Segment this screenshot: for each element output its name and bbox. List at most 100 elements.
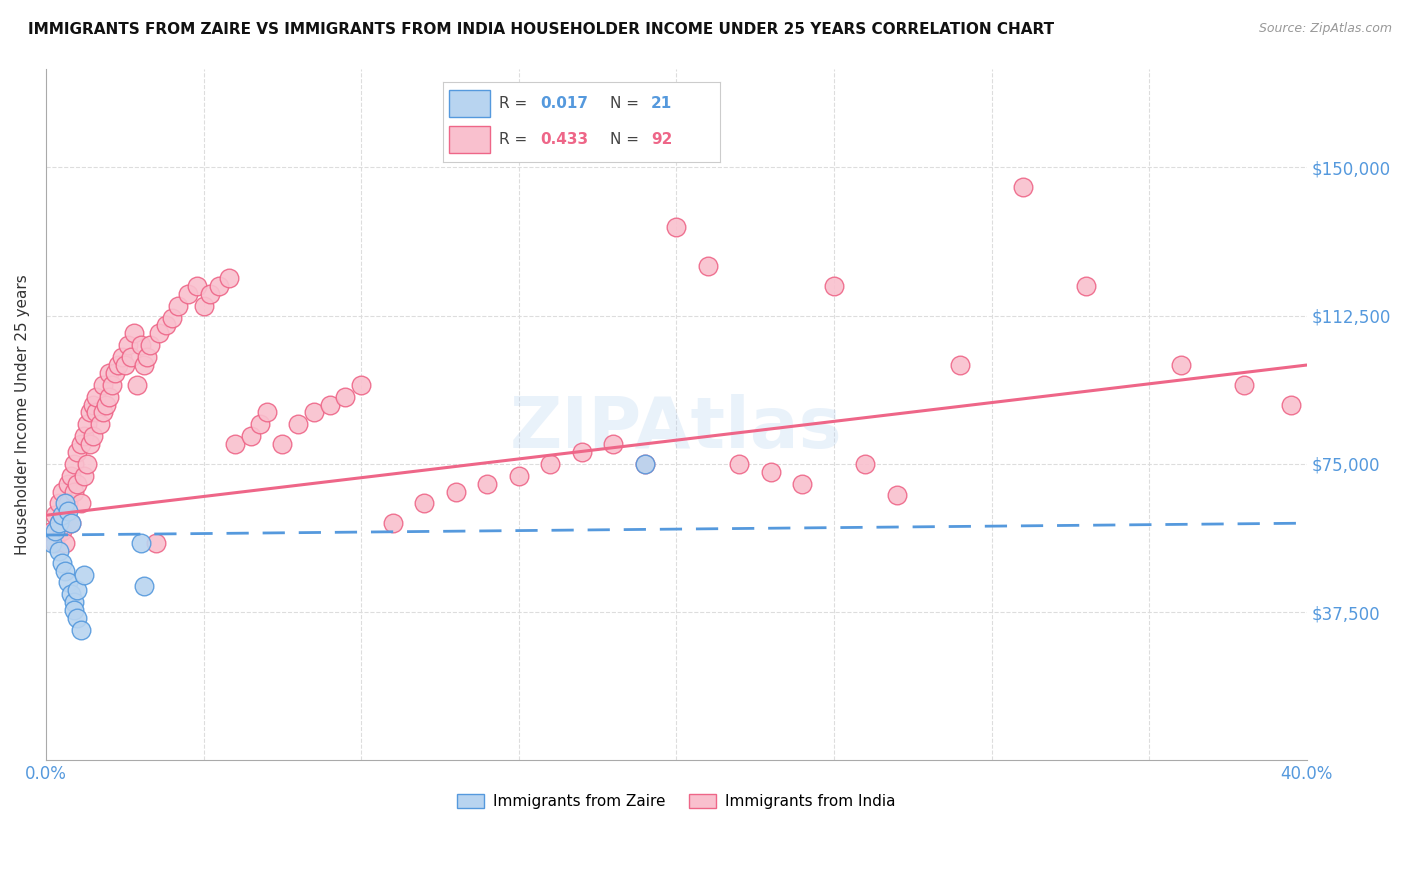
Point [44, 524, 66, 538]
Point [823, 279, 845, 293]
Point [114, 358, 136, 372]
Point [89, 417, 111, 432]
Point [350, 377, 373, 392]
Point [79, 437, 101, 451]
Point [66, 476, 89, 491]
Legend: Immigrants from Zaire, Immigrants from India: Immigrants from Zaire, Immigrants from I… [451, 788, 903, 815]
Point [91, 377, 114, 392]
Point [477, 476, 499, 491]
Point [665, 219, 688, 234]
Point [302, 405, 325, 419]
Point [135, 350, 157, 364]
Point [44, 508, 66, 523]
Point [792, 476, 814, 491]
Point [63, 595, 86, 609]
Point [82, 398, 104, 412]
Point [86, 405, 108, 419]
Point [73, 567, 96, 582]
Point [60, 587, 83, 601]
Point [51, 524, 73, 538]
Point [117, 338, 139, 352]
Point [271, 437, 294, 451]
Point [107, 358, 129, 372]
Y-axis label: Householder Income Under 25 years: Householder Income Under 25 years [15, 274, 30, 555]
Point [56, 476, 79, 491]
Point [98, 390, 121, 404]
Point [132, 358, 155, 372]
Point [60, 516, 83, 531]
Point [696, 259, 718, 273]
Point [101, 377, 124, 392]
Point [91, 405, 114, 419]
Text: IMMIGRANTS FROM ZAIRE VS IMMIGRANTS FROM INDIA HOUSEHOLDER INCOME UNDER 25 YEARS: IMMIGRANTS FROM ZAIRE VS IMMIGRANTS FROM… [28, 22, 1054, 37]
Point [51, 508, 73, 523]
Point [256, 405, 278, 419]
Point [66, 445, 89, 459]
Point [69, 437, 91, 451]
Point [249, 417, 271, 432]
Point [48, 516, 70, 531]
Point [73, 468, 96, 483]
Point [66, 583, 89, 598]
Point [193, 299, 215, 313]
Point [41, 536, 63, 550]
Point [86, 390, 108, 404]
Point [634, 457, 657, 471]
Point [602, 437, 624, 451]
Point [1279, 398, 1302, 412]
Point [198, 286, 221, 301]
Point [855, 457, 877, 471]
Point [63, 484, 86, 499]
Point [48, 516, 70, 531]
Point [53, 536, 76, 550]
Point [56, 496, 79, 510]
Point [53, 564, 76, 578]
Text: ZIPAtlas: ZIPAtlas [510, 393, 842, 463]
Point [51, 556, 73, 570]
Point [94, 398, 117, 412]
Point [381, 516, 404, 531]
Point [148, 326, 170, 341]
Point [139, 338, 162, 352]
Point [79, 405, 101, 419]
Point [160, 310, 183, 325]
Point [239, 429, 262, 443]
Point [56, 575, 79, 590]
Point [129, 338, 152, 352]
Point [335, 390, 357, 404]
Point [129, 536, 152, 550]
Point [63, 457, 86, 471]
Point [98, 366, 121, 380]
Point [69, 623, 91, 637]
Point [82, 429, 104, 443]
Text: Source: ZipAtlas.com: Source: ZipAtlas.com [1258, 22, 1392, 36]
Point [571, 445, 593, 459]
Point [48, 496, 70, 510]
Point [287, 417, 309, 432]
Point [1233, 377, 1256, 392]
Point [759, 465, 782, 479]
Point [122, 326, 145, 341]
Point [444, 484, 467, 499]
Point [949, 358, 972, 372]
Point [208, 279, 231, 293]
Point [48, 544, 70, 558]
Point [634, 457, 657, 471]
Point [53, 496, 76, 510]
Point [60, 468, 83, 483]
Point [132, 579, 155, 593]
Point [44, 536, 66, 550]
Point [167, 299, 190, 313]
Point [538, 457, 561, 471]
Point [413, 496, 436, 510]
Point [120, 350, 142, 364]
Point [127, 377, 149, 392]
Point [177, 286, 200, 301]
Point [111, 350, 134, 364]
Point [63, 603, 86, 617]
Point [728, 457, 751, 471]
Point [186, 279, 208, 293]
Point [53, 508, 76, 523]
Point [1074, 279, 1097, 293]
Point [886, 488, 908, 502]
